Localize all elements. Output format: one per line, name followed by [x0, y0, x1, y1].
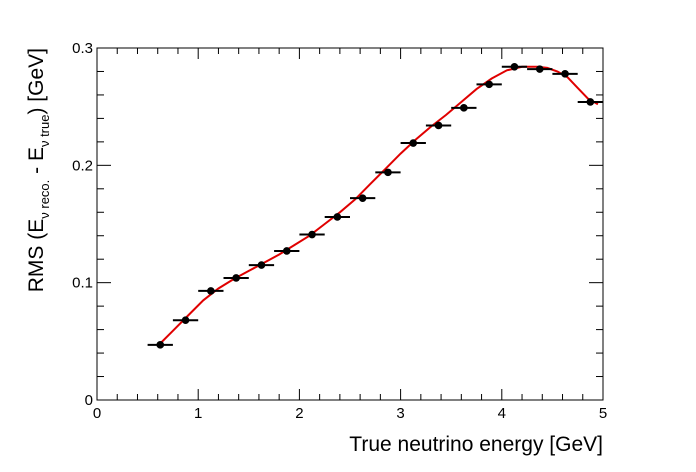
data-point	[460, 104, 468, 112]
data-point	[434, 121, 443, 130]
data-point	[510, 62, 519, 71]
y-tick-label: 0.1	[72, 275, 93, 292]
x-tick-label: 2	[295, 405, 303, 422]
data-point	[409, 139, 418, 147]
x-axis-title: True neutrino energy [GeV]	[349, 433, 603, 456]
data-point	[232, 274, 240, 282]
y-axis-title-prefix: RMS (E	[25, 219, 48, 293]
y-tick-label: 0	[85, 392, 93, 409]
data-point	[535, 65, 544, 73]
y-tick-label: 0.3	[72, 40, 93, 57]
data-point	[561, 70, 569, 78]
y-axis-title: RMS (Eν reco. - Eν true) [GeV]	[25, 48, 52, 292]
data-point	[207, 287, 215, 295]
y-axis-title-suffix: ) [GeV]	[25, 48, 48, 115]
data-point	[586, 98, 595, 106]
y-axis-title-mid: - E	[25, 147, 48, 180]
data-point	[485, 80, 493, 89]
y-tick-label: 0.2	[72, 157, 93, 174]
x-tick-label: 3	[396, 405, 404, 422]
plot-marks	[147, 62, 603, 349]
data-point	[257, 261, 266, 269]
data-point	[156, 341, 165, 349]
data-point	[308, 230, 316, 239]
x-tick-label: 1	[194, 405, 202, 422]
y-axis-title-sub2: ν true	[37, 115, 52, 148]
data-point	[384, 168, 392, 177]
plot-frame	[96, 47, 604, 401]
y-axis-title-sub1: ν reco.	[37, 180, 52, 219]
data-point	[333, 213, 342, 221]
data-point	[181, 316, 190, 325]
x-tick-label: 5	[599, 405, 607, 422]
x-tick-label: 4	[498, 405, 506, 422]
x-tick-label: 0	[93, 405, 101, 422]
data-point	[282, 247, 291, 255]
data-point	[358, 194, 367, 202]
axes: 0 1 2 3 4 5 0 0.1 0.2 0.3	[72, 40, 607, 422]
